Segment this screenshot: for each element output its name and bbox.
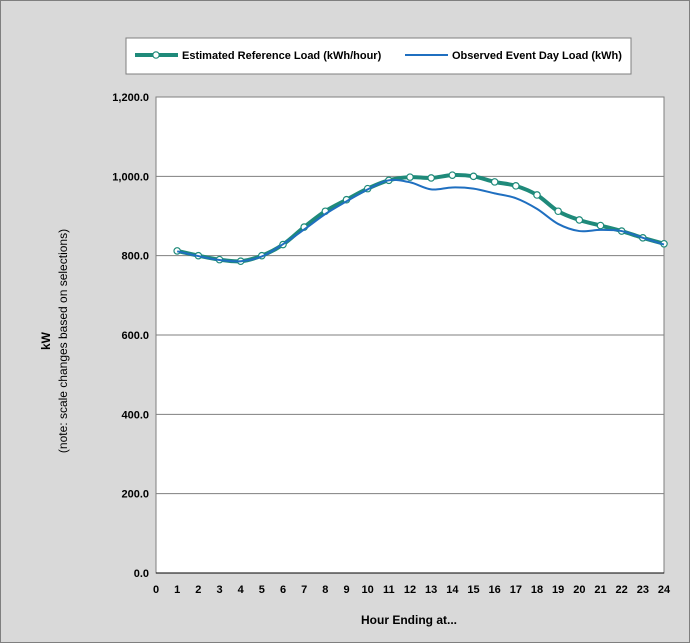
y-tick-label: 200.0: [121, 489, 149, 501]
y-axis-note: (note: scale changes based on selections…: [56, 229, 70, 453]
legend-label-reference: Estimated Reference Load (kWh/hour): [182, 50, 382, 62]
x-tick-label: 18: [531, 584, 543, 596]
data-point-reference: [469, 172, 478, 181]
data-point-reference: [596, 221, 605, 230]
x-tick-label: 14: [446, 584, 459, 596]
x-tick-label: 10: [362, 584, 374, 596]
data-point-reference: [554, 207, 562, 216]
gridlines: [156, 175, 664, 495]
x-tick-label: 8: [322, 584, 328, 596]
x-tick-label: 22: [616, 584, 628, 596]
x-tick-label: 15: [467, 584, 479, 596]
x-tick-label: 13: [425, 584, 437, 596]
x-tick-label: 19: [552, 584, 564, 596]
y-tick-label: 800.0: [121, 251, 149, 263]
y-tick-label: 600.0: [121, 330, 149, 342]
y-tick-label: 1,000.0: [112, 171, 149, 183]
x-tick-label: 9: [343, 584, 349, 596]
x-axis-title: Hour Ending at...: [361, 613, 457, 627]
data-point-reference: [575, 216, 584, 224]
x-tick-label: 0: [153, 584, 159, 596]
y-tick-label: 0.0: [134, 568, 149, 580]
data-point-reference: [448, 171, 457, 179]
y-tick-label: 400.0: [121, 409, 149, 421]
x-axis-ticks: 0 1 2 3 4 5 6 7 8 9 10 11 12 13 14 15 16 17 18 19 20 21 22 23 24: [153, 584, 671, 596]
x-tick-label: 16: [489, 584, 501, 596]
legend-box: [125, 37, 632, 75]
x-tick-label: 20: [573, 584, 585, 596]
x-tick-label: 2: [195, 584, 201, 596]
data-point-reference: [512, 182, 520, 190]
x-tick-label: 6: [280, 584, 286, 596]
legend-label-observed: Observed Event Day Load (kWh): [452, 50, 622, 62]
y-axis-title: kW: [39, 331, 53, 350]
data-point-reference: [533, 191, 541, 199]
series-line-observed: [176, 178, 665, 263]
y-axis-ticks: 0.0 200.0 400.0 600.0 800.0 1,000.0 1,200.0: [112, 92, 149, 580]
x-tick-label: 3: [216, 584, 222, 596]
x-tick-label: 11: [383, 584, 395, 596]
x-tick-label: 1: [174, 584, 180, 596]
x-tick-label: 12: [404, 584, 416, 596]
x-tick-label: 4: [238, 584, 245, 596]
x-tick-label: 17: [510, 584, 522, 596]
data-point-reference: [490, 178, 499, 186]
data-point-reference: [427, 174, 435, 182]
x-tick-label: 5: [259, 584, 265, 596]
y-tick-label: 1,200.0: [112, 92, 149, 104]
x-tick-label: 7: [301, 584, 307, 596]
x-tick-label: 23: [637, 584, 649, 596]
data-point-reference: [406, 173, 414, 181]
x-tick-label: 24: [658, 584, 671, 596]
legend: Estimated Reference Load (kWh/hour) Obse…: [135, 50, 622, 62]
x-tick-label: 21: [594, 584, 606, 596]
legend-marker-reference: [152, 51, 160, 59]
